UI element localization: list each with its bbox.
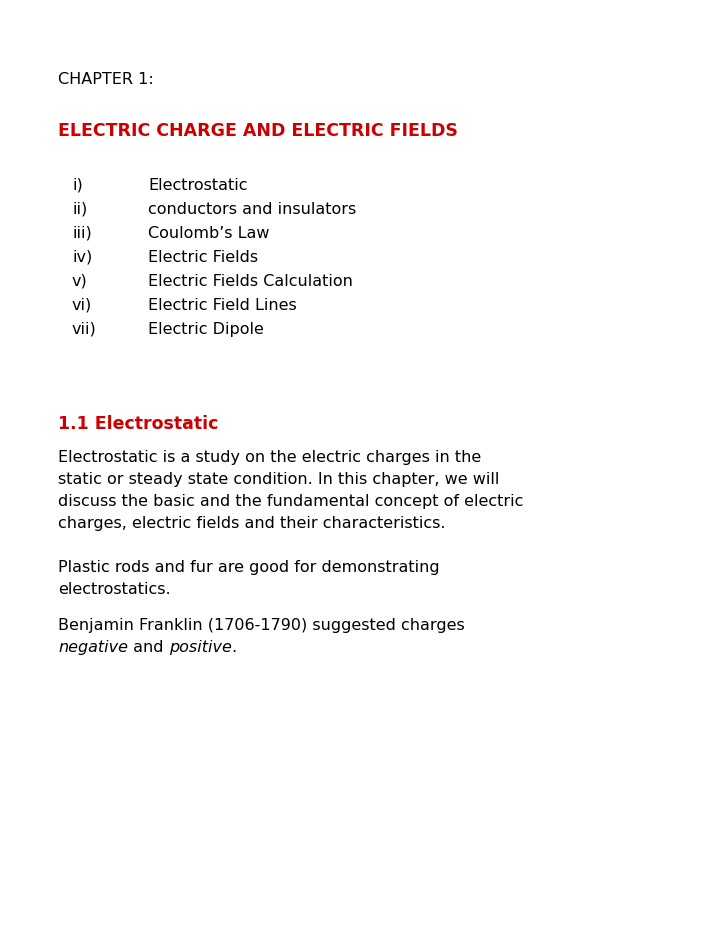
Text: conductors and insulators: conductors and insulators	[148, 202, 356, 217]
Text: Plastic rods and fur are good for demonstrating: Plastic rods and fur are good for demons…	[58, 560, 440, 575]
Text: v): v)	[72, 274, 88, 289]
Text: iv): iv)	[72, 250, 92, 265]
Text: 1.1 Electrostatic: 1.1 Electrostatic	[58, 415, 218, 433]
Text: electrostatics.: electrostatics.	[58, 582, 170, 597]
Text: i): i)	[72, 178, 83, 193]
Text: iii): iii)	[72, 226, 92, 241]
Text: Electric Dipole: Electric Dipole	[148, 322, 264, 337]
Text: discuss the basic and the fundamental concept of electric: discuss the basic and the fundamental co…	[58, 494, 523, 509]
Text: ii): ii)	[72, 202, 87, 217]
Text: .: .	[232, 640, 237, 655]
Text: negative: negative	[58, 640, 128, 655]
Text: Benjamin Franklin (1706-1790) suggested charges: Benjamin Franklin (1706-1790) suggested …	[58, 618, 464, 633]
Text: Electric Fields Calculation: Electric Fields Calculation	[148, 274, 353, 289]
Text: vii): vii)	[72, 322, 97, 337]
Text: static or steady state condition. In this chapter, we will: static or steady state condition. In thi…	[58, 472, 499, 487]
Text: vi): vi)	[72, 298, 92, 313]
Text: Electric Fields: Electric Fields	[148, 250, 258, 265]
Text: ELECTRIC CHARGE AND ELECTRIC FIELDS: ELECTRIC CHARGE AND ELECTRIC FIELDS	[58, 122, 458, 140]
Text: Coulomb’s Law: Coulomb’s Law	[148, 226, 269, 241]
Text: Electrostatic is a study on the electric charges in the: Electrostatic is a study on the electric…	[58, 450, 481, 465]
Text: positive: positive	[169, 640, 232, 655]
Text: Electric Field Lines: Electric Field Lines	[148, 298, 297, 313]
Text: charges, electric fields and their characteristics.: charges, electric fields and their chara…	[58, 516, 446, 531]
Text: CHAPTER 1:: CHAPTER 1:	[58, 72, 154, 87]
Text: and: and	[128, 640, 169, 655]
Text: Electrostatic: Electrostatic	[148, 178, 248, 193]
